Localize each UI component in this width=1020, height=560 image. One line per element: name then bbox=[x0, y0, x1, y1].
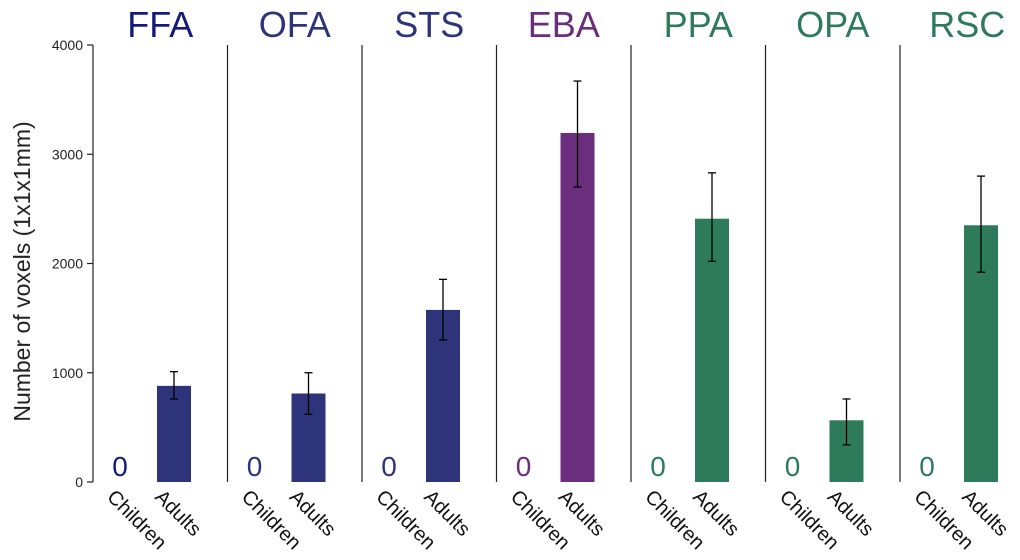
panel-title: STS bbox=[394, 4, 464, 45]
panel-title: RSC bbox=[929, 4, 1005, 45]
y-axis: 0 1000 2000 3000 4000 Number of voxels (1x1x1… bbox=[9, 37, 94, 490]
adults-bar bbox=[695, 218, 729, 482]
y-tick-label: 2000 bbox=[52, 256, 83, 272]
panel-title: PPA bbox=[664, 4, 733, 45]
panel-title: FFA bbox=[127, 4, 193, 45]
adults-bar bbox=[157, 385, 191, 482]
panel-title: OPA bbox=[796, 4, 869, 45]
children-zero-label: 0 bbox=[247, 451, 263, 482]
y-tick-label: 3000 bbox=[52, 146, 83, 162]
panel-title: EBA bbox=[528, 4, 600, 45]
children-zero-label: 0 bbox=[785, 451, 801, 482]
children-zero-label: 0 bbox=[516, 451, 532, 482]
children-zero-label: 0 bbox=[381, 451, 397, 482]
panel-title: OFA bbox=[259, 4, 331, 45]
panels: FFA0ChildrenAdultsOFA0ChildrenAdultsSTS0… bbox=[102, 4, 1012, 554]
y-tick-label: 0 bbox=[75, 474, 83, 490]
y-tick-label: 1000 bbox=[52, 365, 83, 381]
adults-bar bbox=[560, 132, 595, 483]
y-axis-label: Number of voxels (1x1x1mm) bbox=[9, 121, 35, 421]
children-zero-label: 0 bbox=[650, 451, 666, 482]
children-zero-label: 0 bbox=[112, 451, 128, 482]
y-tick-label: 4000 bbox=[52, 37, 83, 53]
children-zero-label: 0 bbox=[919, 451, 935, 482]
